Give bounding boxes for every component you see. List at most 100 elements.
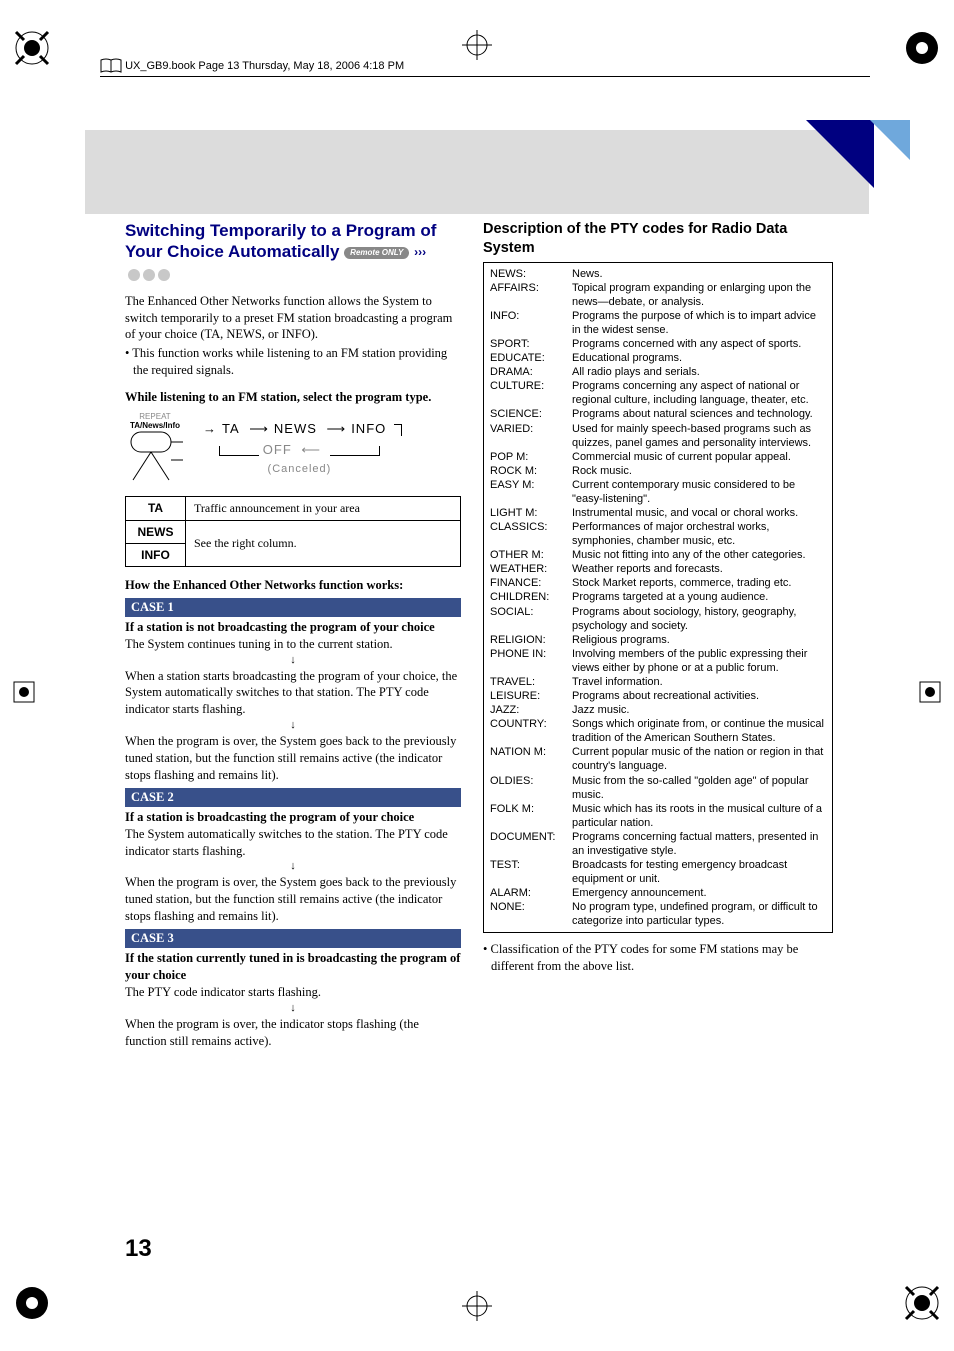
reg-mark-tr — [902, 28, 942, 68]
pty-key: JAZZ: — [490, 703, 572, 717]
case3-bar: CASE 3 — [125, 929, 461, 948]
pty-row: COUNTRY:Songs which originate from, or c… — [490, 717, 826, 745]
pty-key: NATION M: — [490, 745, 572, 773]
down-arrow-icon: ↓ — [125, 655, 461, 666]
pty-value: Broadcasts for testing emergency broadca… — [572, 858, 826, 886]
pty-value: Weather reports and forecasts. — [572, 562, 826, 576]
pty-value: Topical program expanding or enlarging u… — [572, 281, 826, 309]
pty-key: WEATHER: — [490, 562, 572, 576]
pty-value: Programs about recreational activities. — [572, 689, 826, 703]
pty-key: LEISURE: — [490, 689, 572, 703]
intro-bullet: • This function works while listening to… — [125, 345, 461, 379]
remote-only-badge: Remote ONLY — [344, 247, 409, 259]
framemaker-header: UX_GB9.book Page 13 Thursday, May 18, 20… — [100, 58, 870, 77]
program-type-table: TA Traffic announcement in your area NEW… — [125, 496, 461, 567]
pty-key: RELIGION: — [490, 633, 572, 647]
pty-value: Religious programs. — [572, 633, 826, 647]
pty-key: POP M: — [490, 450, 572, 464]
pty-value: Jazz music. — [572, 703, 826, 717]
pty-key: CLASSICS: — [490, 520, 572, 548]
case3-heading: If the station currently tuned in is bro… — [125, 950, 461, 984]
section-title: Switching Temporarily to a Program of Yo… — [125, 220, 461, 285]
reg-mark-mr — [918, 680, 942, 704]
case1-heading: If a station is not broadcasting the pro… — [125, 619, 461, 636]
pty-row: SPORT:Programs concerned with any aspect… — [490, 337, 826, 351]
pty-row: FINANCE:Stock Market reports, commerce, … — [490, 576, 826, 590]
pty-row: TEST:Broadcasts for testing emergency br… — [490, 858, 826, 886]
pty-key: AFFAIRS: — [490, 281, 572, 309]
pty-row: LIGHT M:Instrumental music, and vocal or… — [490, 506, 826, 520]
pty-row: OTHER M:Music not fitting into any of th… — [490, 548, 826, 562]
case1-bar: CASE 1 — [125, 598, 461, 617]
pty-key: SOCIAL: — [490, 605, 572, 633]
pty-key: EASY M: — [490, 478, 572, 506]
reg-mark-bl — [12, 1283, 52, 1323]
cell-ta-val: Traffic announcement in your area — [186, 496, 461, 520]
pty-key: LIGHT M: — [490, 506, 572, 520]
pty-row: VARIED:Used for mainly speech-based prog… — [490, 422, 826, 450]
pty-value: Educational programs. — [572, 351, 826, 365]
case2-bar: CASE 2 — [125, 788, 461, 807]
cell-news-key: NEWS — [126, 520, 186, 543]
pty-row: NATION M:Current popular music of the na… — [490, 745, 826, 773]
pty-value: Programs targeted at a young audience. — [572, 590, 826, 604]
pty-row: ALARM:Emergency announcement. — [490, 886, 826, 900]
pty-key: CHILDREN: — [490, 590, 572, 604]
btn-label-repeat: REPEAT — [125, 412, 185, 421]
pty-row: CULTURE:Programs concerning any aspect o… — [490, 379, 826, 407]
header-rule — [100, 76, 870, 77]
btn-label-main: TA/News/Info — [125, 421, 185, 430]
pty-row: LEISURE:Programs about recreational acti… — [490, 689, 826, 703]
pty-row: ROCK M:Rock music. — [490, 464, 826, 478]
pty-key: PHONE IN: — [490, 647, 572, 675]
pty-key: INFO: — [490, 309, 572, 337]
pty-value: Stock Market reports, commerce, trading … — [572, 576, 826, 590]
corner-triangle — [806, 120, 874, 188]
pty-value: Programs concerning factual matters, pre… — [572, 830, 826, 858]
gray-band — [85, 130, 869, 214]
pty-value: Music which has its roots in the musical… — [572, 802, 826, 830]
pty-row: NONE:No program type, undefined program,… — [490, 900, 826, 928]
book-icon — [100, 58, 122, 74]
pty-value: Music not fitting into any of the other … — [572, 548, 826, 562]
page-number: 13 — [125, 1235, 152, 1263]
case1-p2: When a station starts broadcasting the p… — [125, 668, 461, 719]
case2-heading: If a station is broadcasting the program… — [125, 809, 461, 826]
cell-ta-key: TA — [126, 496, 186, 520]
pty-key: SPORT: — [490, 337, 572, 351]
cross-mark-bottom — [462, 1291, 492, 1321]
pty-key: ALARM: — [490, 886, 572, 900]
pty-row: CHILDREN:Programs targeted at a young au… — [490, 590, 826, 604]
pty-key: DRAMA: — [490, 365, 572, 379]
reg-mark-ml — [12, 680, 36, 704]
reg-mark-br — [902, 1283, 942, 1323]
how-heading: How the Enhanced Other Networks function… — [125, 577, 461, 594]
pty-row: PHONE IN:Involving members of the public… — [490, 647, 826, 675]
title-line1: Switching Temporarily to a Program of — [125, 221, 436, 240]
pty-value: Programs concerning any aspect of nation… — [572, 379, 826, 407]
reg-mark-tl — [12, 28, 52, 68]
flow-diagram: →TA ⟶NEWS ⟶INFO OFF ⟵ (Canceled) — [197, 419, 402, 478]
pty-row: AFFAIRS:Topical program expanding or enl… — [490, 281, 826, 309]
pty-key: TEST: — [490, 858, 572, 886]
pty-key: NONE: — [490, 900, 572, 928]
down-arrow-icon: ↓ — [125, 1003, 461, 1014]
case2-p2: When the program is over, the System goe… — [125, 874, 461, 925]
pty-key: OLDIES: — [490, 774, 572, 802]
pty-codes-box: NEWS:News.AFFAIRS:Topical program expand… — [483, 262, 833, 934]
case2-p1: The System automatically switches to the… — [125, 826, 461, 860]
intro-paragraph: The Enhanced Other Networks function all… — [125, 293, 461, 344]
remote-button-drawing — [125, 430, 185, 486]
availability-dots — [125, 263, 170, 284]
pty-key: EDUCATE: — [490, 351, 572, 365]
pty-row: EASY M:Current contemporary music consid… — [490, 478, 826, 506]
pty-value: Performances of major orchestral works, … — [572, 520, 826, 548]
pty-key: VARIED: — [490, 422, 572, 450]
pty-row: OLDIES:Music from the so-called "golden … — [490, 774, 826, 802]
pty-value: Programs about natural sciences and tech… — [572, 407, 826, 421]
instruction-line: While listening to an FM station, select… — [125, 389, 461, 406]
pty-key: CULTURE: — [490, 379, 572, 407]
flow-ta: TA — [222, 421, 240, 436]
flow-cancel: (Canceled) — [197, 461, 402, 479]
pty-value: Travel information. — [572, 675, 826, 689]
